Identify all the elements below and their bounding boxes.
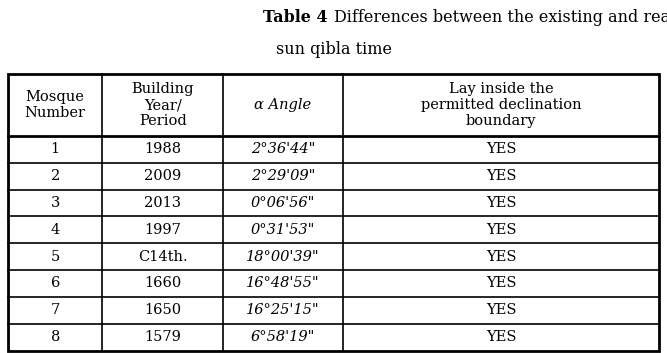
Text: 1650: 1650 <box>144 303 181 317</box>
Text: 0°31'53": 0°31'53" <box>251 223 315 237</box>
Text: YES: YES <box>486 303 516 317</box>
Text: YES: YES <box>486 276 516 291</box>
Text: 16°48'55": 16°48'55" <box>246 276 320 291</box>
Text: 2013: 2013 <box>144 196 181 210</box>
Text: Table 4: Table 4 <box>263 9 334 26</box>
Text: sun qibla time: sun qibla time <box>275 41 392 58</box>
Text: Lay inside the
permitted declination
boundary: Lay inside the permitted declination bou… <box>421 82 582 128</box>
Text: YES: YES <box>486 142 516 156</box>
Text: 2009: 2009 <box>144 169 181 183</box>
Text: 6°58'19": 6°58'19" <box>251 330 315 344</box>
Text: 2°36'44": 2°36'44" <box>251 142 315 156</box>
Text: 7: 7 <box>51 303 60 317</box>
Text: 3: 3 <box>51 196 60 210</box>
Text: 1988: 1988 <box>144 142 181 156</box>
Text: 18°00'39": 18°00'39" <box>246 250 320 264</box>
Text: Mosque
Number: Mosque Number <box>25 90 85 120</box>
Text: 2: 2 <box>51 169 60 183</box>
Text: YES: YES <box>486 196 516 210</box>
Text: 1: 1 <box>51 142 60 156</box>
Text: Differences between the existing and real qibla directions’ azimuth from: Differences between the existing and rea… <box>334 9 667 26</box>
Text: 5: 5 <box>51 250 60 264</box>
Text: C14th.: C14th. <box>138 250 187 264</box>
Text: 1660: 1660 <box>144 276 181 291</box>
Text: α Angle: α Angle <box>255 98 311 112</box>
Text: 16°25'15": 16°25'15" <box>246 303 320 317</box>
Text: 8: 8 <box>51 330 60 344</box>
Text: 1579: 1579 <box>144 330 181 344</box>
Text: YES: YES <box>486 169 516 183</box>
Text: 1997: 1997 <box>144 223 181 237</box>
Text: Building
Year/
Period: Building Year/ Period <box>131 82 194 128</box>
Text: YES: YES <box>486 223 516 237</box>
Text: 4: 4 <box>51 223 60 237</box>
Text: YES: YES <box>486 250 516 264</box>
Text: 6: 6 <box>51 276 60 291</box>
Text: 0°06'56": 0°06'56" <box>251 196 315 210</box>
Text: 2°29'09": 2°29'09" <box>251 169 315 183</box>
Text: YES: YES <box>486 330 516 344</box>
